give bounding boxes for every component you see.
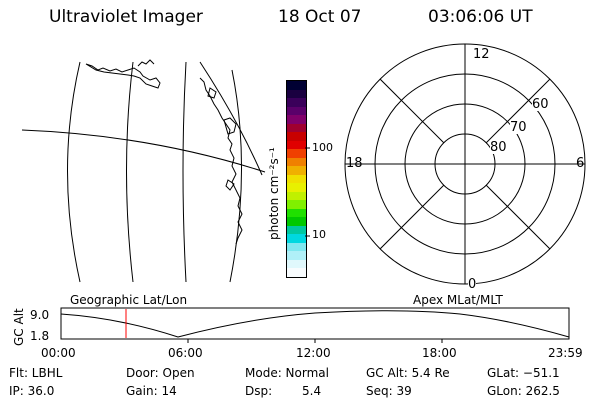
- polar-label-12: 12: [473, 47, 490, 62]
- colorbar: [286, 80, 307, 278]
- alt-ylabel: GC Alt: [12, 308, 26, 346]
- alt-xtick-4: 23:59: [548, 346, 583, 360]
- footer-flt: Flt: LBHL: [9, 366, 63, 380]
- alt-curve: [60, 310, 570, 338]
- colorbar-segment: [287, 234, 306, 243]
- footer-gain: Gain: 14: [126, 384, 177, 398]
- polar-label-0: 0: [468, 277, 477, 292]
- map-coastline: [85, 63, 161, 89]
- polar-ring-label-80: 80: [490, 140, 507, 155]
- alt-right-caption: Apex MLat/MLT: [413, 293, 503, 307]
- colorbar-segment: [287, 268, 306, 277]
- map-meridian: [126, 61, 134, 283]
- polar-diagonal: [485, 184, 551, 250]
- map-coastline: [225, 179, 235, 191]
- footer-seq: Seq: 39: [366, 384, 412, 398]
- map-meridian: [182, 61, 187, 283]
- polar-label-6: 6: [576, 156, 585, 171]
- colorbar-segment: [287, 183, 306, 192]
- colorbar-tick-100: 100: [312, 141, 333, 154]
- alt-xtick-1: 06:00: [168, 346, 203, 360]
- alt-plot-frame: [60, 307, 570, 340]
- date-label: 18 Oct 07: [278, 7, 362, 27]
- app-title: Ultraviolet Imager: [49, 7, 203, 27]
- alt-xtick-3: 18:00: [422, 346, 457, 360]
- colorbar-segment: [287, 81, 306, 90]
- polar-ring-80: [434, 133, 496, 195]
- polar-ring-60: [374, 73, 556, 255]
- map-coastline: [223, 117, 237, 135]
- map-coastline: [137, 59, 155, 67]
- colorbar-segment: [287, 251, 306, 260]
- footer-dsp-label: Dsp:: [245, 384, 273, 398]
- map-coastline: [199, 77, 243, 245]
- polar-diagonal: [379, 184, 445, 250]
- polar-label-18: 18: [346, 156, 363, 171]
- footer-gc-alt: GC Alt: 5.4 Re: [366, 366, 450, 380]
- colorbar-segment: [287, 259, 306, 269]
- colorbar-segment: [287, 106, 306, 116]
- colorbar-segment: [287, 191, 306, 201]
- map-meridian: [229, 69, 243, 283]
- footer-door: Door: Open: [126, 366, 195, 380]
- colorbar-segment: [287, 217, 306, 226]
- footer-ip: IP: 36.0: [9, 384, 55, 398]
- map-meridian: [67, 61, 81, 283]
- footer-glat: GLat: −51.1: [487, 366, 560, 380]
- polar-ring-label-70: 70: [510, 120, 527, 135]
- alt-ytick-high: 9.0: [30, 308, 50, 322]
- colorbar-segment: [287, 132, 306, 141]
- colorbar-segment: [287, 242, 306, 252]
- footer-glon: GLon: 262.5: [487, 384, 560, 398]
- colorbar-segment: [287, 200, 306, 209]
- colorbar-segment: [287, 166, 306, 175]
- polar-ring-70: [404, 103, 526, 225]
- colorbar-segment: [287, 149, 306, 158]
- colorbar-segment: [287, 89, 306, 99]
- map-coastline: [207, 87, 217, 99]
- footer-dsp-value: 5.4: [302, 384, 322, 398]
- map-parallel: [21, 129, 266, 173]
- alt-xtick-2: 12:00: [296, 346, 331, 360]
- footer-mode: Mode: Normal: [245, 366, 329, 380]
- polar-ring-outer: [344, 43, 586, 285]
- colorbar-segment: [287, 123, 306, 133]
- polar-ring-label-60: 60: [532, 97, 549, 112]
- colorbar-segment: [287, 174, 306, 184]
- map-meridian: [199, 61, 263, 176]
- alt-left-caption: Geographic Lat/Lon: [70, 293, 188, 307]
- colorbar-segment: [287, 225, 306, 235]
- colorbar-tick-10: 10: [312, 228, 326, 241]
- colorbar-segment: [287, 157, 306, 167]
- colorbar-segment: [287, 140, 306, 150]
- alt-xtick-0: 00:00: [41, 346, 76, 360]
- time-label: 03:06:06 UT: [428, 7, 533, 27]
- colorbar-segment: [287, 208, 306, 218]
- colorbar-unit-label: photon cm⁻²s⁻¹: [267, 147, 281, 240]
- polar-diagonal: [379, 78, 445, 144]
- colorbar-segment: [287, 115, 306, 124]
- colorbar-segment: [287, 98, 306, 107]
- alt-ytick-low: 1.8: [30, 329, 50, 343]
